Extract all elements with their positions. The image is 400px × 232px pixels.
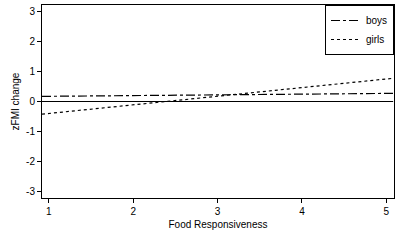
- svg-text:-2: -2: [26, 156, 35, 167]
- svg-text:4: 4: [299, 206, 305, 217]
- svg-text:Food Responsiveness: Food Responsiveness: [169, 219, 268, 230]
- svg-text:2: 2: [130, 206, 136, 217]
- svg-text:-3: -3: [26, 186, 35, 197]
- svg-text:5: 5: [384, 206, 390, 217]
- svg-text:girls: girls: [366, 34, 384, 45]
- svg-text:-1: -1: [26, 126, 35, 137]
- svg-text:3: 3: [215, 206, 221, 217]
- svg-text:2: 2: [29, 36, 35, 47]
- svg-text:1: 1: [46, 206, 52, 217]
- svg-text:1: 1: [29, 66, 35, 77]
- svg-text:3: 3: [29, 6, 35, 17]
- svg-text:boys: boys: [366, 15, 387, 26]
- svg-text:0: 0: [29, 96, 35, 107]
- svg-text:zFMI change: zFMI change: [10, 72, 21, 130]
